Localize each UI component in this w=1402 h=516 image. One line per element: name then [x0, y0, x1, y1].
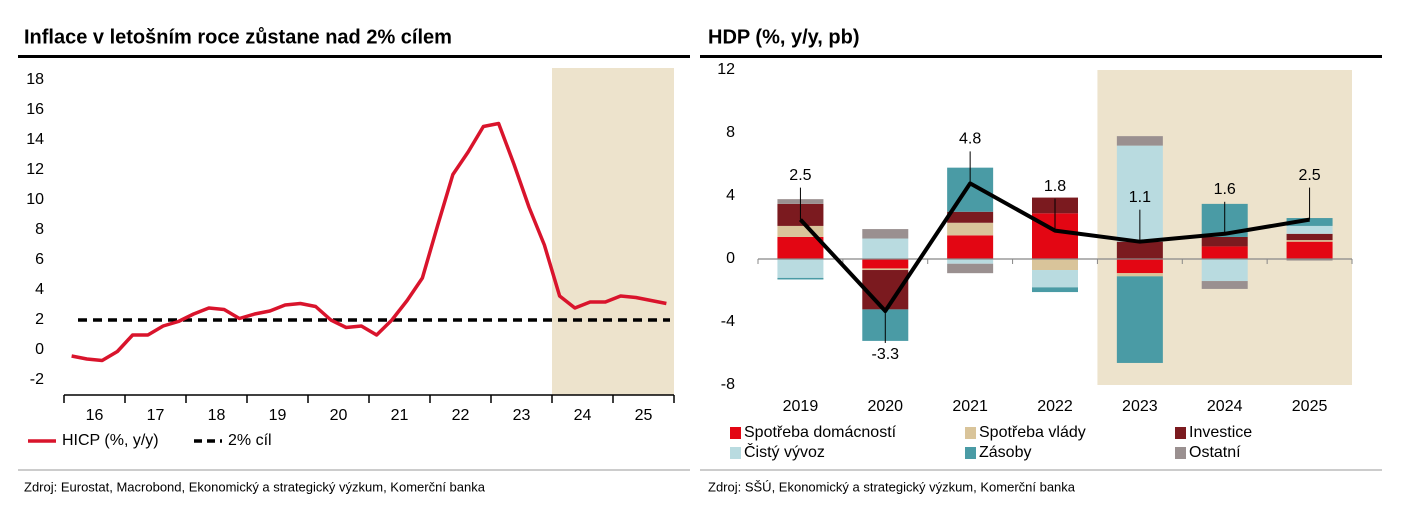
legend-label: Spotřeba domácností — [744, 424, 897, 441]
x-tick-label: 2023 — [1122, 398, 1158, 415]
y-tick-label: 0 — [35, 341, 44, 358]
bar-segment — [1032, 259, 1078, 271]
x-tick-label: 18 — [208, 407, 226, 424]
y-tick-label: 4 — [35, 281, 44, 298]
y-tick-label: 18 — [26, 71, 44, 88]
data-label: 2.5 — [1298, 167, 1320, 184]
x-tick-label: 23 — [513, 407, 531, 424]
bar-segment — [1032, 287, 1078, 293]
bar-segment — [777, 259, 824, 278]
data-label: 4.8 — [959, 131, 981, 148]
data-label: 1.8 — [1044, 178, 1066, 195]
bar-segment — [1286, 218, 1333, 226]
bar-segment — [777, 277, 824, 280]
y-tick-label: 0 — [726, 250, 735, 267]
chart-title: HDP (%, y/y, pb) — [708, 26, 860, 48]
legend-swatch — [730, 427, 741, 439]
x-tick-label: 21 — [391, 407, 409, 424]
x-tick-label: 16 — [86, 407, 104, 424]
source: Zdroj: SŠÚ, Ekonomický a strategický výz… — [708, 479, 1076, 494]
bar-segment — [947, 263, 994, 274]
x-tick-label: 19 — [269, 407, 287, 424]
bar-segment — [947, 222, 994, 236]
y-tick-label: -2 — [30, 371, 44, 388]
y-tick-label: 4 — [726, 187, 735, 204]
bar-segment — [1116, 273, 1163, 277]
bar-segment — [1032, 270, 1078, 288]
legend-swatch — [1175, 427, 1186, 439]
x-tick-label: 2020 — [867, 398, 903, 415]
bar-segment — [777, 236, 824, 259]
bar-segment — [947, 235, 994, 259]
data-line — [71, 121, 667, 363]
legend-label: Čistý vývoz — [744, 442, 825, 461]
title-rule — [700, 55, 1382, 58]
forecast-shade — [552, 68, 674, 395]
title-rule — [18, 55, 690, 58]
y-tick-label: 6 — [35, 251, 44, 268]
bar-segment — [862, 268, 909, 271]
data-label: 1.1 — [1129, 189, 1151, 206]
source: Zdroj: Eurostat, Macrobond, Ekonomický a… — [24, 479, 486, 494]
x-tick-label: 20 — [330, 407, 348, 424]
bar-segment — [777, 225, 824, 237]
legend-label: Investice — [1189, 424, 1252, 441]
legend-label: Spotřeba vlády — [979, 424, 1086, 441]
legend-label: Ostatní — [1189, 444, 1241, 461]
y-tick-label: 12 — [717, 61, 735, 78]
bar-segment — [1201, 281, 1248, 289]
y-tick-label: 8 — [35, 221, 44, 238]
bar-segment — [1116, 136, 1163, 146]
x-tick-label: 2024 — [1207, 398, 1243, 415]
y-tick-label: 2 — [35, 311, 44, 328]
x-tick-label: 17 — [147, 407, 165, 424]
x-tick-label: 22 — [452, 407, 470, 424]
data-label: 1.6 — [1214, 181, 1236, 198]
legend-swatch — [730, 447, 741, 459]
bar-segment — [1201, 259, 1248, 282]
bar-segment — [862, 229, 909, 239]
y-tick-label: 16 — [26, 101, 44, 118]
legend-swatch — [965, 447, 976, 459]
y-tick-label: 10 — [26, 191, 44, 208]
y-tick-label: 8 — [726, 124, 735, 141]
x-tick-label: 2022 — [1037, 398, 1073, 415]
legend-swatch — [965, 427, 976, 439]
bar-segment — [1116, 276, 1163, 363]
y-tick-label: 12 — [26, 161, 44, 178]
bar-segment — [862, 238, 909, 259]
bar-segment — [1286, 225, 1333, 234]
x-tick-label: 2019 — [783, 398, 819, 415]
legend-label: Zásoby — [979, 444, 1031, 461]
x-tick-label: 25 — [635, 407, 653, 424]
bar-segment — [947, 211, 994, 223]
y-tick-label: -4 — [721, 313, 735, 330]
data-label: 2.5 — [789, 167, 811, 184]
chart-title: Inflace v letošním roce zůstane nad 2% c… — [24, 26, 452, 48]
x-tick-label: 24 — [574, 407, 592, 424]
data-label: -3.3 — [871, 346, 899, 363]
bar-segment — [1201, 236, 1248, 247]
bar-segment — [1116, 259, 1163, 274]
bar-segment — [1116, 241, 1163, 259]
bar-segment — [1286, 241, 1333, 259]
bar-segment — [1201, 246, 1248, 259]
legend-label: 2% cíl — [228, 432, 272, 449]
bar-segment — [1286, 233, 1333, 241]
y-tick-label: -8 — [721, 376, 735, 393]
y-tick-label: 14 — [26, 131, 44, 148]
bar-segment — [947, 259, 994, 264]
bar-segment — [862, 259, 909, 269]
legend-swatch — [1175, 447, 1186, 459]
x-tick-label: 2025 — [1292, 398, 1328, 415]
x-tick-label: 2021 — [952, 398, 988, 415]
bar-segment — [1286, 240, 1333, 242]
bar-segment — [1286, 259, 1333, 261]
legend-label: HICP (%, y/y) — [62, 432, 159, 449]
